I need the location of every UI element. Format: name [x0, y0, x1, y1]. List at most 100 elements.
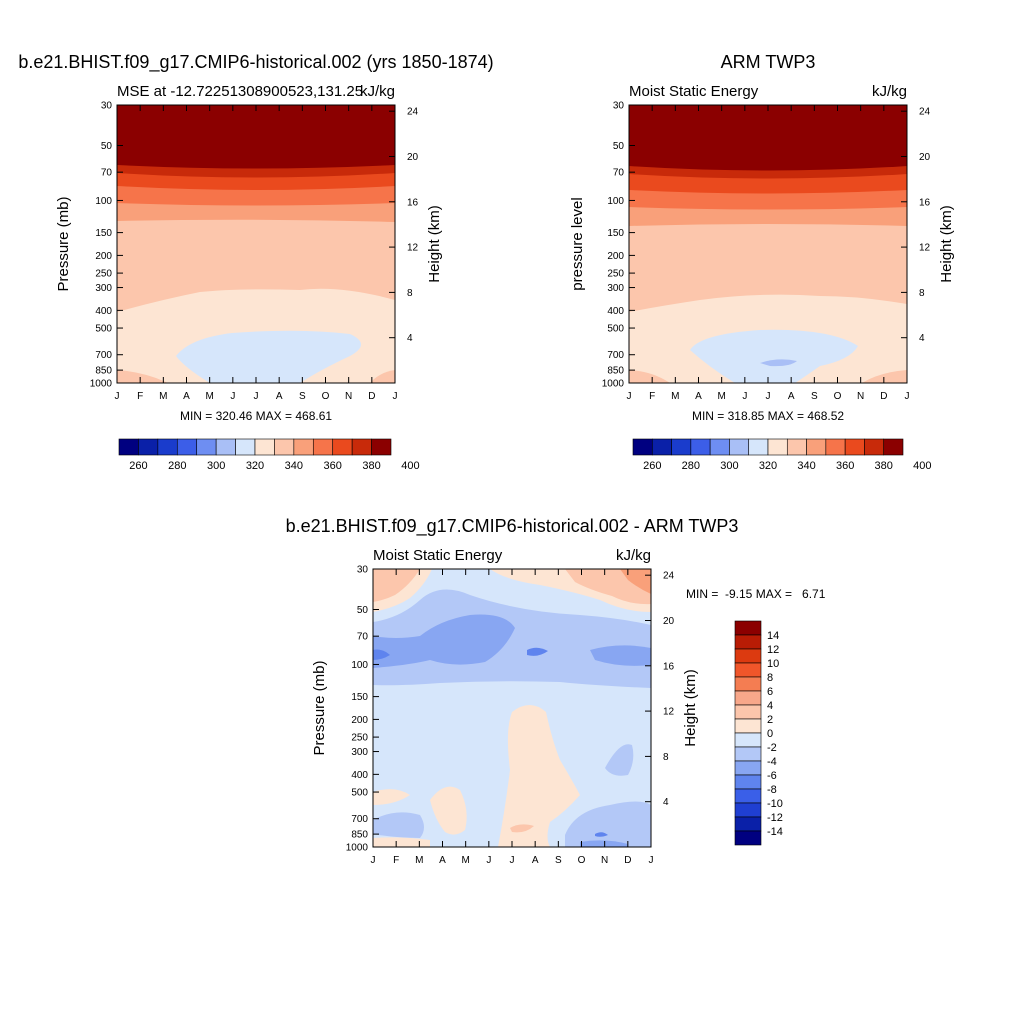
colorbar-swatch: [734, 690, 762, 706]
panel-obs-ylabel-right: Height (km): [938, 205, 955, 283]
x-tick-label: F: [393, 855, 399, 866]
colorbar-label: 14: [767, 630, 779, 642]
colorbar-label: 380: [362, 460, 380, 472]
x-tick-label: M: [671, 391, 679, 402]
height-tick-label: 20: [663, 616, 675, 627]
colorbar-swatch: [351, 438, 372, 456]
contour-fill: [690, 329, 858, 383]
x-tick-label: A: [695, 391, 702, 402]
height-tick-label: 12: [663, 707, 675, 718]
colorbar-label: 400: [401, 460, 419, 472]
pressure-tick-label: 1000: [90, 379, 113, 390]
colorbar-swatch: [734, 732, 762, 748]
colorbar-label: 400: [913, 460, 931, 472]
colorbar-swatch: [118, 438, 139, 456]
colorbar-swatch: [825, 438, 846, 456]
pressure-tick-label: 400: [351, 770, 368, 781]
panel-obs-colorbar: 260 280 300 320 340 360 380 400: [632, 438, 931, 472]
pressure-tick-label: 300: [351, 747, 368, 758]
colorbar-label: 260: [129, 460, 147, 472]
x-tick-label: A: [788, 391, 795, 402]
colorbar-swatch: [734, 774, 762, 790]
contour-fill: [565, 801, 651, 847]
pressure-tick-label: 700: [607, 350, 624, 361]
colorbar-label: 340: [285, 460, 303, 472]
contour-fill: [370, 370, 395, 383]
pressure-tick-label: 700: [351, 814, 368, 825]
colorbar-label: 380: [875, 460, 893, 472]
contour-fill: [430, 786, 467, 835]
x-tick-label: M: [205, 391, 213, 402]
panel-model-yticks: 30 50 70 100 150 200 250 300 400 500 700 850 1000 24 2…: [90, 101, 419, 390]
height-tick-label: 4: [407, 333, 413, 344]
pressure-tick-label: 70: [101, 168, 113, 179]
contour-fill: [590, 645, 651, 666]
pressure-tick-label: 50: [101, 141, 113, 152]
height-tick-label: 24: [663, 571, 675, 582]
x-tick-label: F: [649, 391, 655, 402]
colorbar-swatch: [734, 718, 762, 734]
panel-diff-colorbar: 14 12 10 8 6 4 2 0 -2 -4 -6 -8 -10 -12 -14: [734, 620, 783, 846]
colorbar-swatch: [734, 648, 762, 664]
contour-fill: [510, 824, 534, 833]
x-tick-label: J: [742, 391, 747, 402]
panel-obs-title: ARM TWP3: [721, 52, 816, 72]
panel-diff-stats: MIN = -9.15 MAX = 6.71: [686, 587, 826, 601]
contour-fill: [862, 370, 907, 383]
colorbar-label: 320: [246, 460, 264, 472]
colorbar-swatch: [690, 438, 711, 456]
height-tick-label: 4: [663, 797, 669, 808]
contour-fill: [373, 614, 515, 668]
colorbar-swatch: [332, 438, 353, 456]
pressure-tick-label: 250: [351, 733, 368, 744]
panel-model-field: [117, 105, 395, 383]
colorbar-swatch: [734, 802, 762, 818]
colorbar-swatch: [734, 760, 762, 776]
pressure-tick-label: 500: [607, 324, 624, 335]
x-tick-label: M: [461, 855, 469, 866]
colorbar-swatch: [235, 438, 256, 456]
panel-diff-ylabel-right: Height (km): [682, 669, 699, 747]
x-tick-label: J: [115, 391, 120, 402]
colorbar-swatch: [196, 438, 217, 456]
x-tick-label: J: [905, 391, 910, 402]
colorbar-swatch: [293, 438, 314, 456]
colorbar-swatch: [864, 438, 885, 456]
x-tick-label: M: [717, 391, 725, 402]
x-tick-label: S: [811, 391, 818, 402]
panel-model-colorbar: 260 280 300 320 340 360 380 400: [118, 438, 420, 472]
panel-obs-subtitle-left: Moist Static Energy: [629, 83, 759, 100]
colorbar-label: 10: [767, 658, 779, 670]
pressure-tick-label: 400: [95, 306, 112, 317]
contour-fill: [373, 789, 410, 805]
pressure-tick-label: 150: [95, 228, 112, 239]
height-tick-label: 12: [407, 243, 419, 254]
colorbar-label: -14: [767, 826, 783, 838]
pressure-tick-label: 500: [95, 324, 112, 335]
x-tick-label: J: [627, 391, 632, 402]
colorbar-label: 12: [767, 644, 779, 656]
x-tick-label: N: [857, 391, 864, 402]
pressure-tick-label: 50: [357, 605, 369, 616]
x-tick-label: J: [510, 855, 515, 866]
x-tick-label: J: [230, 391, 235, 402]
contour-fill: [373, 812, 424, 838]
pressure-tick-label: 250: [95, 269, 112, 280]
pressure-tick-label: 200: [351, 715, 368, 726]
pressure-tick-label: 250: [607, 269, 624, 280]
x-tick-label: J: [766, 391, 771, 402]
x-tick-label: J: [393, 391, 398, 402]
height-tick-label: 8: [919, 288, 925, 299]
pressure-tick-label: 200: [95, 251, 112, 262]
x-tick-label: J: [649, 855, 654, 866]
colorbar-swatch: [734, 662, 762, 678]
colorbar-label: 360: [836, 460, 854, 472]
x-tick-label: J: [486, 855, 491, 866]
x-tick-label: F: [137, 391, 143, 402]
colorbar-swatch: [734, 634, 762, 650]
height-tick-label: 16: [663, 661, 675, 672]
contour-fill: [605, 744, 634, 776]
contour-fill: [629, 370, 670, 383]
panel-model-ylabel-left: Pressure (mb): [55, 196, 72, 291]
